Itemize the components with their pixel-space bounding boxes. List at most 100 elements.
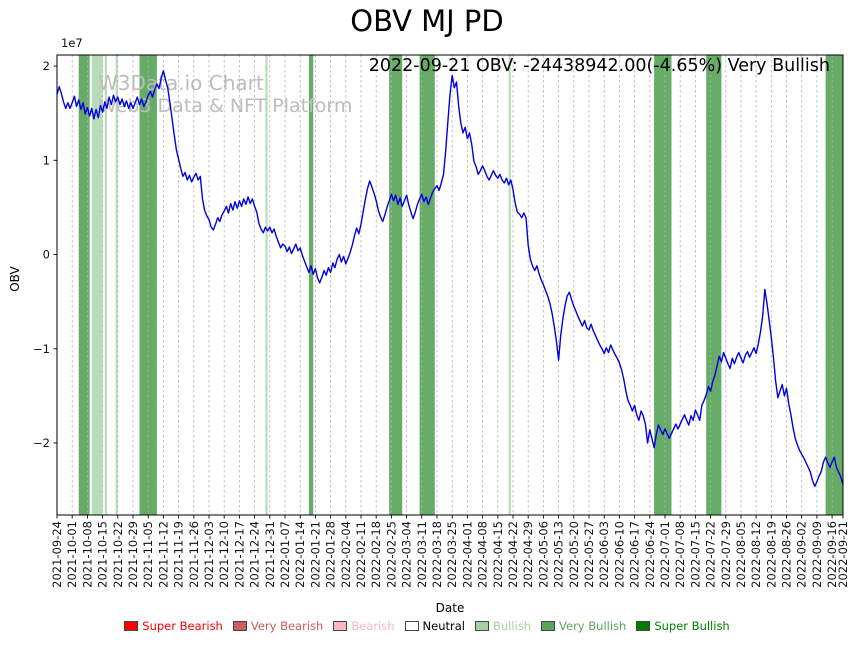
legend-label: Super Bullish bbox=[654, 619, 730, 633]
obv-line bbox=[56, 69, 844, 488]
x-tick-label: 2022-03-18 bbox=[430, 521, 444, 588]
x-tick-label: 2022-08-05 bbox=[734, 521, 748, 588]
x-tick-label: 2022-04-15 bbox=[491, 521, 505, 588]
y-tick-label: 0 bbox=[43, 248, 50, 262]
x-tick-label: 2022-04-01 bbox=[460, 521, 474, 588]
x-tick-label: 2021-11-26 bbox=[187, 521, 201, 588]
x-tick-label: 2022-08-19 bbox=[764, 521, 778, 588]
x-tick-label: 2022-05-20 bbox=[567, 521, 581, 588]
signal-band bbox=[654, 55, 672, 515]
legend-label: Bearish bbox=[351, 619, 395, 633]
legend-label: Very Bearish bbox=[250, 619, 324, 633]
x-tick-label: 2022-09-09 bbox=[810, 521, 824, 588]
legend: Super Bearish Very Bearish Bearish Neutral B… bbox=[0, 619, 854, 633]
legend-item: Bullish bbox=[474, 619, 532, 633]
legend-swatch bbox=[636, 621, 651, 631]
x-tick-label: 2021-11-05 bbox=[141, 521, 155, 588]
y-tick-label: 1 bbox=[43, 153, 50, 167]
x-tick-label: 2022-03-25 bbox=[445, 521, 459, 588]
legend-swatch bbox=[404, 621, 419, 631]
x-tick-label: 2022-02-18 bbox=[369, 521, 383, 588]
signal-band bbox=[91, 55, 103, 515]
x-tick-label: 2022-07-08 bbox=[673, 521, 687, 588]
x-tick-label: 2021-10-01 bbox=[65, 521, 79, 588]
latest-obv-annotation: 2022-09-21 OBV: -24438942.00(-4.65%) Ver… bbox=[368, 56, 830, 76]
watermark-line-1: W3Data.io Chart bbox=[98, 71, 264, 95]
signal-band bbox=[825, 55, 843, 515]
signal-band bbox=[706, 55, 722, 515]
x-tick-label: 2022-08-26 bbox=[780, 521, 794, 588]
signal-band bbox=[308, 55, 314, 515]
x-tick-label: 2022-02-04 bbox=[339, 521, 353, 588]
y-offset-label: 1e7 bbox=[61, 36, 83, 50]
legend-item: Bearish bbox=[333, 619, 395, 633]
legend-item: Super Bullish bbox=[636, 619, 730, 633]
x-tick-label: 2022-08-12 bbox=[749, 521, 763, 588]
y-tick-label: −1 bbox=[33, 342, 50, 356]
x-tick-label: 2022-03-11 bbox=[415, 521, 429, 588]
x-tick-label: 2022-04-22 bbox=[506, 521, 520, 588]
legend-item: Neutral bbox=[404, 619, 465, 633]
x-tick-label: 2021-12-10 bbox=[217, 521, 231, 588]
x-tick-label: 2021-09-24 bbox=[50, 521, 64, 588]
plot-frame bbox=[56, 54, 844, 516]
signal-band bbox=[508, 55, 511, 515]
x-tick-label: 2022-03-04 bbox=[400, 521, 414, 588]
x-tick-label: 2021-11-19 bbox=[172, 521, 186, 588]
signal-band bbox=[78, 55, 90, 515]
x-tick-label: 2021-10-22 bbox=[111, 521, 125, 588]
x-tick-label: 2021-12-24 bbox=[248, 521, 262, 588]
x-tick-label: 2021-10-15 bbox=[96, 521, 110, 588]
x-tick-label: 2022-04-29 bbox=[521, 521, 535, 588]
x-tick-label: 2022-07-01 bbox=[658, 521, 672, 588]
legend-label: Super Bearish bbox=[142, 619, 223, 633]
x-tick-label: 2022-09-02 bbox=[795, 521, 809, 588]
legend-label: Bullish bbox=[492, 619, 532, 633]
signal-band bbox=[265, 55, 268, 515]
signal-band bbox=[115, 55, 118, 515]
x-tick-label: 2022-02-11 bbox=[354, 521, 368, 588]
legend-swatch bbox=[541, 621, 556, 631]
x-tick-label: 2021-12-31 bbox=[263, 521, 277, 588]
x-tick-label: 2022-06-03 bbox=[597, 521, 611, 588]
x-tick-label: 2022-01-28 bbox=[324, 521, 338, 588]
x-tick-label: 2022-06-10 bbox=[612, 521, 626, 588]
x-tick-label: 2022-02-25 bbox=[384, 521, 398, 588]
y-axis-label: OBV bbox=[8, 266, 22, 292]
x-tick-label: 2022-01-07 bbox=[278, 521, 292, 588]
legend-swatch bbox=[474, 621, 489, 631]
legend-swatch bbox=[124, 621, 139, 631]
x-tick-label: 2022-01-21 bbox=[308, 521, 322, 588]
legend-item: Very Bullish bbox=[541, 619, 626, 633]
watermark-line-2: Web3 Data & NFT Platform bbox=[98, 95, 352, 117]
x-axis-label: Date bbox=[435, 601, 465, 615]
signal-band bbox=[389, 55, 403, 515]
x-tick-label: 2021-12-17 bbox=[232, 521, 246, 588]
legend-item: Super Bearish bbox=[124, 619, 223, 633]
legend-swatch bbox=[333, 621, 348, 631]
y-tick-label: 2 bbox=[43, 59, 50, 73]
x-tick-label: 2021-12-03 bbox=[202, 521, 216, 588]
legend-swatch bbox=[232, 621, 247, 631]
legend-label: Neutral bbox=[422, 619, 465, 633]
x-tick-label: 2021-10-08 bbox=[80, 521, 94, 588]
x-tick-label: 2022-07-22 bbox=[704, 521, 718, 588]
x-tick-label: 2022-05-27 bbox=[582, 521, 596, 588]
y-tick-label: −2 bbox=[33, 436, 50, 450]
x-tick-label: 2022-09-16 bbox=[825, 521, 839, 588]
x-tick-label: 2022-05-13 bbox=[552, 521, 566, 588]
x-tick-label: 2022-06-24 bbox=[643, 521, 657, 588]
legend-item: Very Bearish bbox=[232, 619, 324, 633]
x-tick-label: 2022-04-08 bbox=[476, 521, 490, 588]
chart-title: OBV MJ PD bbox=[350, 4, 504, 38]
signal-band bbox=[419, 55, 435, 515]
x-tick-label: 2021-11-12 bbox=[156, 521, 170, 588]
x-tick-label: 2022-09-21 bbox=[836, 521, 850, 588]
legend-label: Very Bullish bbox=[559, 619, 627, 633]
x-tick-label: 2022-06-17 bbox=[628, 521, 642, 588]
signal-band bbox=[104, 55, 107, 515]
x-tick-label: 2022-05-06 bbox=[536, 521, 550, 588]
x-tick-label: 2022-07-15 bbox=[688, 521, 702, 588]
